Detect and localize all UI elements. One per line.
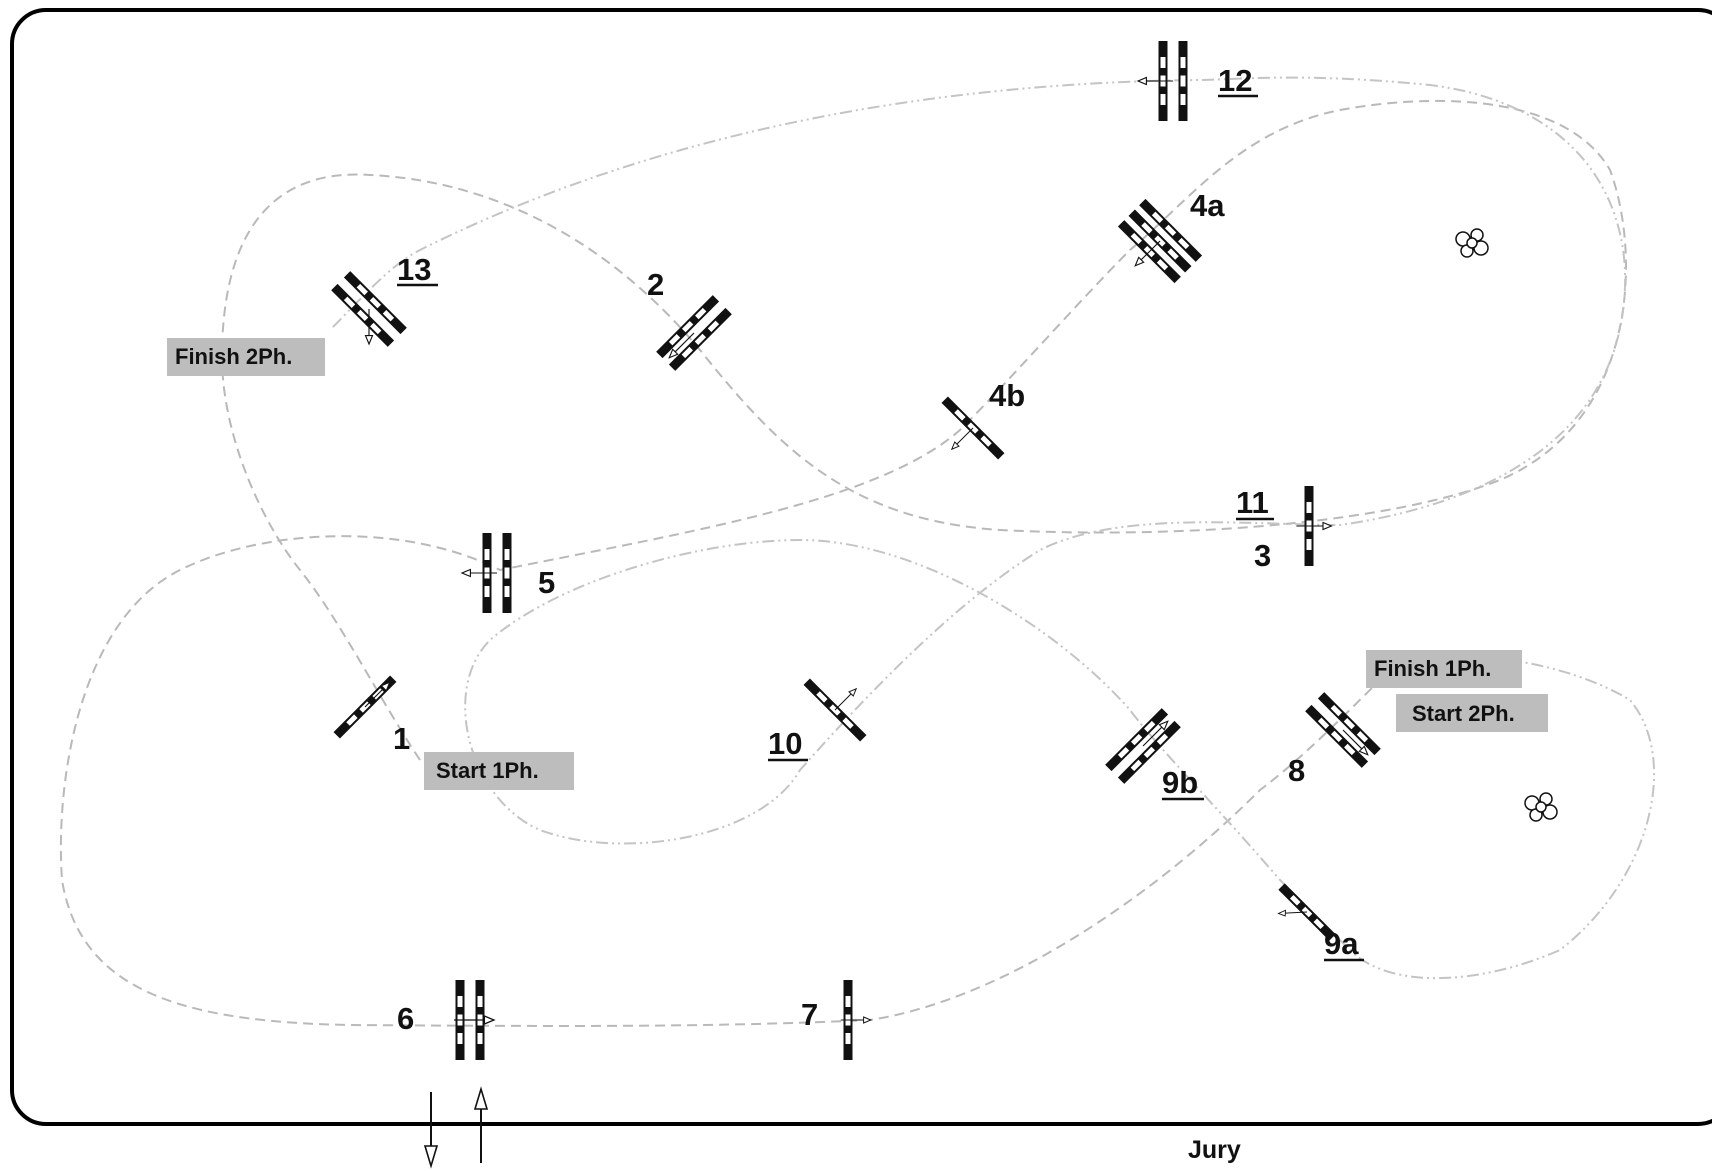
label-obstacle-13: 13 <box>397 252 431 287</box>
jury-label: Jury <box>1188 1136 1241 1164</box>
label-obstacle-7: 7 <box>801 997 818 1032</box>
track-phase-2 <box>329 76 1656 980</box>
tag-finish-1ph-bg <box>1366 650 1522 688</box>
tag-start-2ph: Start 2Ph. <box>1412 701 1515 726</box>
tag-start-1ph-bg <box>424 752 574 790</box>
label-obstacle-1: 1 <box>393 721 410 756</box>
label-obstacle-11: 11 <box>1236 485 1269 520</box>
label-obstacle-4b: 4b <box>989 378 1025 413</box>
label-obstacle-9b: 9b <box>1162 765 1198 800</box>
arena-border <box>10 8 1712 1126</box>
label-obstacle-4a: 4a <box>1190 188 1225 223</box>
obstacle-7 <box>840 980 872 1060</box>
tag-finish-1ph: Finish 1Ph. <box>1374 656 1491 681</box>
obstacle-2 <box>656 295 732 371</box>
label-obstacle-12: 12 <box>1218 63 1252 98</box>
exit-arrow-icon <box>423 1092 439 1169</box>
obstacle-6 <box>453 980 495 1060</box>
tag-start-1ph: Start 1Ph. <box>436 758 539 783</box>
obstacle-13 <box>331 271 407 347</box>
obstacle-3-11 <box>1295 486 1332 566</box>
label-obstacle-6: 6 <box>397 1001 414 1036</box>
obstacle-1 <box>333 675 397 739</box>
tag-start-2ph-bg <box>1396 694 1548 732</box>
label-obstacle-8: 8 <box>1288 753 1305 788</box>
shrub-icon <box>1455 228 1489 258</box>
obstacle-4a <box>1117 198 1203 284</box>
track-phase-1 <box>59 99 1627 1027</box>
tag-finish-2ph-bg <box>167 338 325 376</box>
shrub-icon <box>1524 792 1558 822</box>
entry-arrow-icon <box>473 1086 489 1163</box>
label-obstacle-5: 5 <box>538 565 555 600</box>
label-obstacle-10: 10 <box>768 726 802 761</box>
label-obstacle-3: 3 <box>1254 538 1271 573</box>
obstacle-12 <box>1137 41 1188 121</box>
obstacle-5 <box>461 533 512 613</box>
tag-finish-2ph: Finish 2Ph. <box>175 344 292 369</box>
obstacle-10 <box>803 678 867 742</box>
obstacle-8 <box>1305 692 1381 768</box>
label-obstacle-2: 2 <box>647 267 664 302</box>
label-obstacle-9a: 9a <box>1324 926 1359 961</box>
